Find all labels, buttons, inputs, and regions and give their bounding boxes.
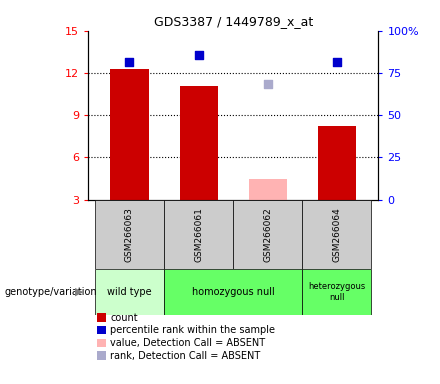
Text: rank, Detection Call = ABSENT: rank, Detection Call = ABSENT [110,351,260,361]
Text: GSM266064: GSM266064 [332,207,341,262]
Text: value, Detection Call = ABSENT: value, Detection Call = ABSENT [110,338,265,348]
Point [334,59,341,65]
Bar [233,200,302,269]
Point [195,51,202,58]
Title: GDS3387 / 1449789_x_at: GDS3387 / 1449789_x_at [154,15,313,28]
Bar [302,200,371,269]
Text: percentile rank within the sample: percentile rank within the sample [110,325,275,335]
Text: GSM266062: GSM266062 [263,207,272,262]
Bar [180,86,218,200]
Bar [95,200,164,269]
Bar [164,269,302,315]
Text: heterozygous
null: heterozygous null [308,282,366,301]
Text: homozygous null: homozygous null [192,287,275,297]
Point [126,59,133,65]
Bar [249,179,287,200]
Bar [318,126,356,200]
Bar [164,200,233,269]
Text: genotype/variation: genotype/variation [4,287,97,297]
Point [264,81,271,87]
Text: ▶: ▶ [75,287,84,297]
Text: wild type: wild type [107,287,152,297]
Bar [95,269,164,315]
Bar [110,69,148,200]
Text: count: count [110,313,138,323]
Text: GSM266063: GSM266063 [125,207,134,262]
Text: GSM266061: GSM266061 [194,207,203,262]
Bar [302,269,371,315]
